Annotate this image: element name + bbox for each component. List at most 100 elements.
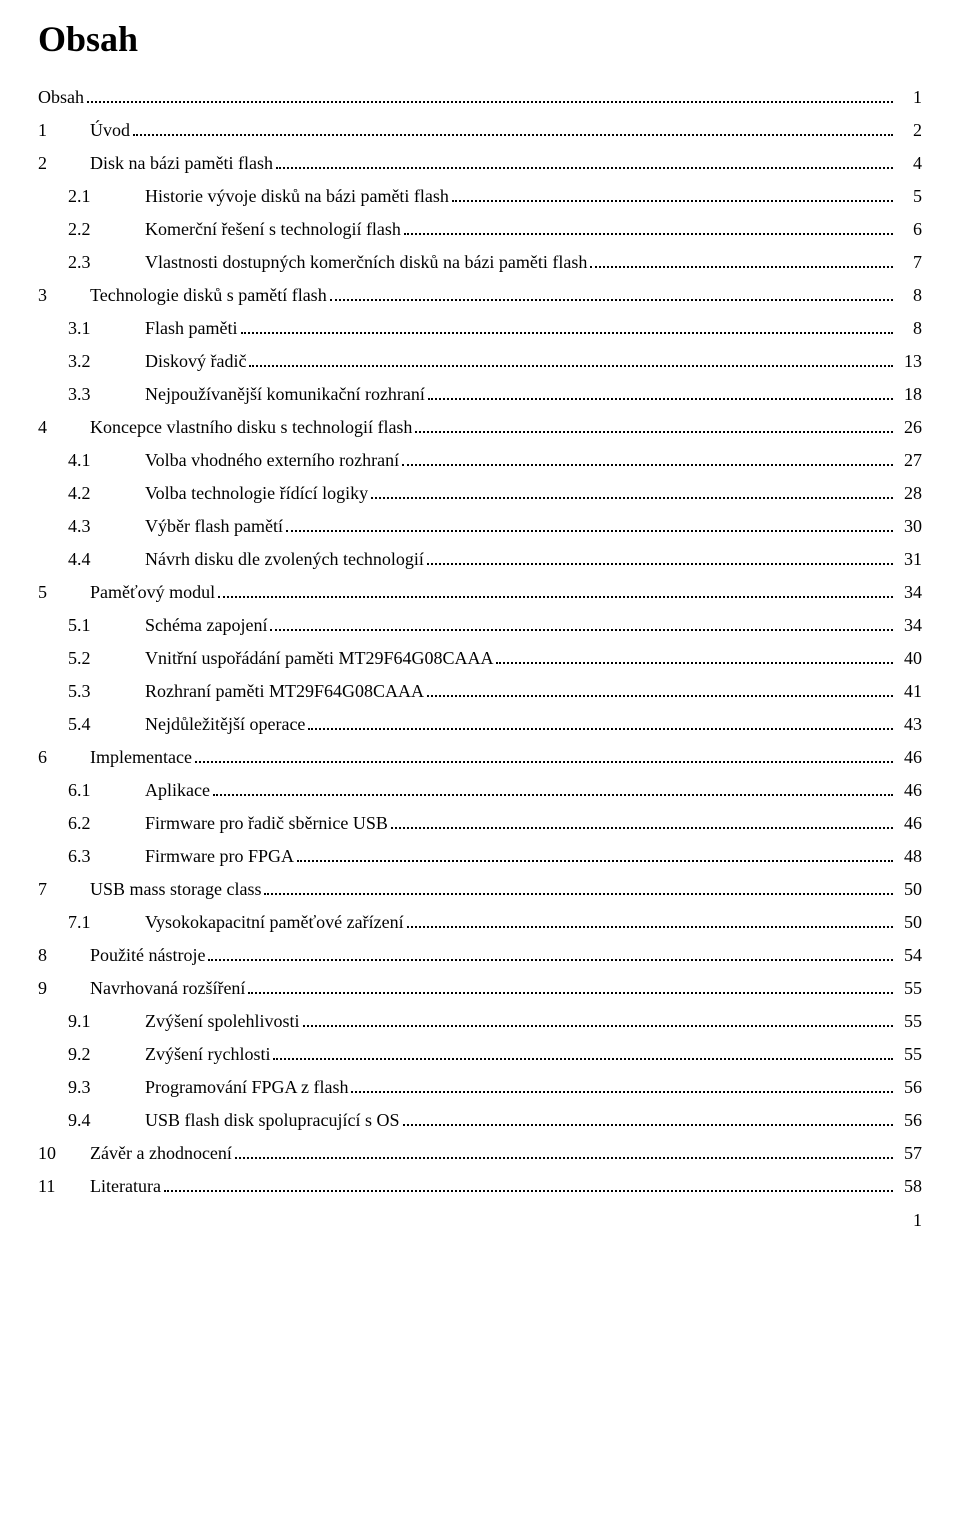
toc-row: 8Použité nástroje54 bbox=[38, 946, 922, 965]
toc-dot-leader bbox=[330, 299, 893, 301]
toc-row: 2Disk na bázi paměti flash4 bbox=[38, 154, 922, 173]
toc-entry-page: 55 bbox=[896, 979, 922, 997]
toc-row: 9.4USB flash disk spolupracující s OS56 bbox=[38, 1111, 922, 1130]
toc-entry-number: 6.2 bbox=[38, 814, 130, 832]
toc-dot-leader bbox=[248, 992, 893, 994]
toc-row: 5.3Rozhraní paměti MT29F64G08CAAA 41 bbox=[38, 682, 922, 701]
toc-row: 3Technologie disků s pamětí flash8 bbox=[38, 286, 922, 305]
toc-entry-page: 28 bbox=[896, 484, 922, 502]
toc-entry-number: 6 bbox=[38, 748, 60, 766]
toc-entry-number: 4 bbox=[38, 418, 60, 436]
toc-entry-number: 9.1 bbox=[38, 1012, 130, 1030]
toc-row: Obsah1 bbox=[38, 88, 922, 107]
toc-dot-leader bbox=[208, 959, 893, 961]
toc-entry-number: 4.2 bbox=[38, 484, 130, 502]
toc-entry-number: 4.4 bbox=[38, 550, 130, 568]
toc-dot-leader bbox=[297, 860, 893, 862]
toc-dot-leader bbox=[276, 167, 893, 169]
table-of-contents: Obsah11Úvod22Disk na bázi paměti flash42… bbox=[38, 88, 922, 1196]
toc-entry-number: 4.1 bbox=[38, 451, 130, 469]
toc-entry-title: Úvod bbox=[60, 121, 130, 139]
toc-entry-page: 34 bbox=[896, 616, 922, 634]
toc-row: 9Navrhovaná rozšíření 55 bbox=[38, 979, 922, 998]
toc-row: 3.1Flash paměti8 bbox=[38, 319, 922, 338]
toc-entry-title: Rozhraní paměti MT29F64G08CAAA bbox=[130, 682, 424, 700]
toc-row: 2.2Komerční řešení s technologií flash 6 bbox=[38, 220, 922, 239]
toc-entry-title: Schéma zapojení bbox=[130, 616, 267, 634]
toc-row: 4.4Návrh disku dle zvolených technologií… bbox=[38, 550, 922, 569]
toc-dot-leader bbox=[235, 1157, 893, 1159]
toc-dot-leader bbox=[371, 497, 893, 499]
toc-entry-title: Závěr a zhodnocení bbox=[60, 1144, 232, 1162]
toc-row: 4.2Volba technologie řídící logiky 28 bbox=[38, 484, 922, 503]
toc-row: 2.1Historie vývoje disků na bázi paměti … bbox=[38, 187, 922, 206]
toc-entry-page: 56 bbox=[896, 1078, 922, 1096]
toc-row: 9.2Zvýšení rychlosti55 bbox=[38, 1045, 922, 1064]
toc-entry-number: 2 bbox=[38, 154, 60, 172]
toc-entry-title: Navrhovaná rozšíření bbox=[60, 979, 245, 997]
toc-entry-title: Volba technologie řídící logiky bbox=[130, 484, 368, 502]
toc-dot-leader bbox=[452, 200, 893, 202]
toc-entry-title: Diskový řadič bbox=[130, 352, 246, 370]
toc-entry-page: 48 bbox=[896, 847, 922, 865]
toc-entry-title: Obsah bbox=[38, 88, 84, 106]
toc-dot-leader bbox=[404, 233, 893, 235]
toc-dot-leader bbox=[402, 464, 893, 466]
toc-row: 6.1Aplikace46 bbox=[38, 781, 922, 800]
toc-entry-page: 8 bbox=[896, 319, 922, 337]
toc-entry-number: 5.3 bbox=[38, 682, 130, 700]
toc-entry-number: 10 bbox=[38, 1144, 60, 1162]
toc-dot-leader bbox=[133, 134, 893, 136]
toc-entry-title: Koncepce vlastního disku s technologií f… bbox=[60, 418, 412, 436]
toc-entry-page: 27 bbox=[896, 451, 922, 469]
toc-dot-leader bbox=[164, 1190, 893, 1192]
toc-row: 4.3Výběr flash pamětí30 bbox=[38, 517, 922, 536]
toc-entry-title: Komerční řešení s technologií flash bbox=[130, 220, 401, 238]
toc-row: 6.2Firmware pro řadič sběrnice USB46 bbox=[38, 814, 922, 833]
toc-dot-leader bbox=[241, 332, 894, 334]
toc-dot-leader bbox=[427, 695, 893, 697]
toc-row: 3.2Diskový řadič13 bbox=[38, 352, 922, 371]
toc-entry-page: 41 bbox=[896, 682, 922, 700]
toc-dot-leader bbox=[286, 530, 893, 532]
toc-entry-title: Disk na bázi paměti flash bbox=[60, 154, 273, 172]
toc-dot-leader bbox=[308, 728, 893, 730]
toc-dot-leader bbox=[218, 596, 893, 598]
toc-entry-title: Literatura bbox=[60, 1177, 161, 1195]
toc-row: 9.3Programování FPGA z flash56 bbox=[38, 1078, 922, 1097]
toc-dot-leader bbox=[415, 431, 893, 433]
toc-entry-title: USB flash disk spolupracující s OS bbox=[130, 1111, 400, 1129]
toc-entry-page: 2 bbox=[896, 121, 922, 139]
toc-entry-page: 46 bbox=[896, 814, 922, 832]
toc-entry-page: 26 bbox=[896, 418, 922, 436]
toc-dot-leader bbox=[213, 794, 893, 796]
toc-row: 4Koncepce vlastního disku s technologií … bbox=[38, 418, 922, 437]
toc-entry-title: Programování FPGA z flash bbox=[130, 1078, 348, 1096]
toc-entry-title: Návrh disku dle zvolených technologií bbox=[130, 550, 424, 568]
toc-entry-number: 3.2 bbox=[38, 352, 130, 370]
toc-entry-number: 6.1 bbox=[38, 781, 130, 799]
toc-entry-title: Použité nástroje bbox=[60, 946, 205, 964]
toc-entry-number: 7 bbox=[38, 880, 60, 898]
toc-dot-leader bbox=[391, 827, 893, 829]
toc-entry-number: 8 bbox=[38, 946, 60, 964]
toc-row: 11Literatura58 bbox=[38, 1177, 922, 1196]
toc-entry-page: 46 bbox=[896, 781, 922, 799]
toc-entry-number: 9 bbox=[38, 979, 60, 997]
toc-entry-page: 6 bbox=[896, 220, 922, 238]
toc-row: 7.1Vysokokapacitní paměťové zařízení50 bbox=[38, 913, 922, 932]
toc-dot-leader bbox=[270, 629, 893, 631]
toc-entry-title: USB mass storage class bbox=[60, 880, 261, 898]
toc-entry-number: 3.1 bbox=[38, 319, 130, 337]
toc-entry-page: 7 bbox=[896, 253, 922, 271]
toc-entry-number: 2.2 bbox=[38, 220, 130, 238]
toc-entry-number: 7.1 bbox=[38, 913, 130, 931]
toc-row: 6.3Firmware pro FPGA48 bbox=[38, 847, 922, 866]
toc-row: 6Implementace46 bbox=[38, 748, 922, 767]
toc-entry-title: Firmware pro FPGA bbox=[130, 847, 294, 865]
toc-entry-title: Nejpoužívanější komunikační rozhraní bbox=[130, 385, 425, 403]
toc-row: 10Závěr a zhodnocení57 bbox=[38, 1144, 922, 1163]
toc-entry-number: 9.2 bbox=[38, 1045, 130, 1063]
toc-entry-number: 11 bbox=[38, 1177, 60, 1195]
toc-entry-page: 5 bbox=[896, 187, 922, 205]
